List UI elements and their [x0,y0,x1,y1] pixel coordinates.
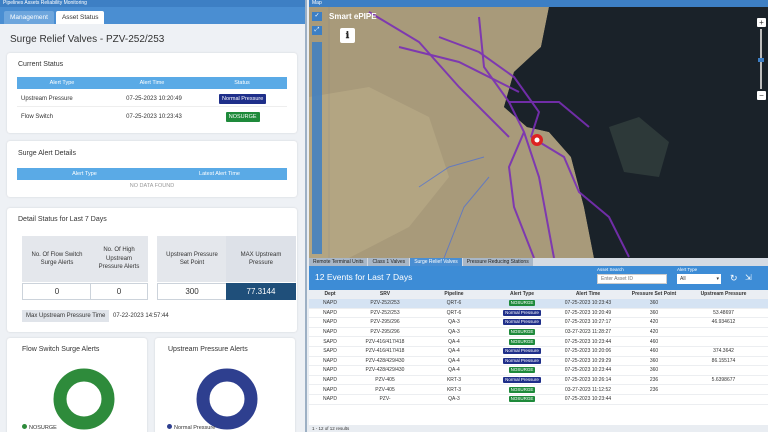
status-badge: NOSURGE [508,338,536,345]
high-pressure-alerts-value: 0 [90,283,148,300]
table-row[interactable]: NAPD PZV-428/429/430 QA-4 NOSURGE 07-25-2023… [309,366,768,376]
events-title: 12 Events for Last 7 Days [315,272,413,282]
col-alert-time: Alert Time [139,80,165,86]
alert-type-label: Alert Type [677,267,698,272]
pagination-footer: 1 - 12 of 12 results [309,425,768,432]
check-icon[interactable]: ✓ [312,12,322,21]
col-status: Status [234,80,250,86]
map-view[interactable] [309,7,768,258]
pressure-chart-card: Upstream Pressure Alerts Normal Pressure [155,338,295,432]
pressure-donut [196,368,258,430]
tab-remote-terminal-units[interactable]: Remote Terminal Units [309,258,368,266]
expand-icon[interactable]: ⤢ [312,26,322,35]
map-sidebar-toggle[interactable] [312,42,322,254]
no-data-text: NO DATA FOUND [129,183,175,189]
pressure-legend: Normal Pressure [167,424,215,431]
zoom-in-icon[interactable]: + [757,18,766,27]
status-badge: NOSURGE [508,300,536,307]
table-row[interactable]: NAPD PZV-295/296 QA-3 NOSURGE 03-27-2023 11:… [309,328,768,338]
asset-search-label: Asset Search [597,267,624,272]
events-header: 12 Events for Last 7 Days Asset Search A… [309,266,768,290]
current-status-header: Alert Type Alert Time Status [17,77,287,89]
table-row[interactable]: NAPD PZV-428/429/430 QA-4 Normal Pressure 07… [309,357,768,367]
asset-status-panel: Pipelines Assets Reliability Monitoring … [0,0,307,432]
status-badge: NOSURGE [225,112,260,122]
flow-switch-chart-title: Flow Switch Surge Alerts [22,346,100,353]
zoom-out-icon[interactable]: − [757,91,766,100]
main-tabs: Management Asset Status [0,7,305,24]
refresh-icon[interactable]: ↻ [730,273,738,283]
status-badge: Normal Pressure [503,319,541,326]
status-badge: NOSURGE [508,386,536,393]
table-row[interactable]: NAPD PZV-252/253 QRT-6 NOSURGE 07-25-2023 10… [309,299,768,309]
surge-alert-title: Surge Alert Details [18,150,76,157]
tab-class-1-valves[interactable]: Class 1 Valves [368,258,410,266]
pressure-chart-title: Upstream Pressure Alerts [168,346,248,353]
donut-slice-nosurge [53,368,115,430]
high-pressure-alerts-label: No. Of High Upstream Pressure Alerts [90,236,148,282]
flow-switch-legend: NOSURGE [22,424,57,431]
tab-pressure-reducing-stations[interactable]: Pressure Reducing Stations [462,258,533,266]
table-row[interactable]: NAPD PZV- QA-3 NOSURGE 07-25-2023 10:23:44 [309,395,768,405]
table-row[interactable]: NAPD PZV-405 KRT-3 Normal Pressure 07-25-202… [309,376,768,386]
app-title: Pipelines Assets Reliability Monitoring [0,0,305,7]
table-row: Upstream Pressure 07-25-2023 10:20:49 No… [17,91,287,107]
status-badge: NOSURGE [508,329,536,336]
tab-surge-relief-valves[interactable]: Surge Relief Valves [410,258,462,266]
tab-management[interactable]: Management [4,11,54,24]
surge-alert-header: Alert Type Latest Alert Time [17,168,287,180]
asset-type-tabs: Remote Terminal Units Class 1 Valves Sur… [309,258,768,266]
table-row[interactable]: NAPD PZV-295/296 QA-3 Normal Pressure 07-25-… [309,318,768,328]
max-pressure-label: MAX Upstream Pressure [226,236,296,282]
map-window: Map Smart ePIPE ✓ ⤢ ℹ + − [309,0,768,258]
events-table: Dept SRV Pipeline Alert Type Alert Time … [309,290,768,405]
events-table-header: Dept SRV Pipeline Alert Type Alert Time … [309,290,768,299]
detail-status-title: Detail Status for Last 7 Days [18,216,107,223]
set-point-value: 300 [157,283,227,300]
table-row: Flow Switch 07-25-2023 10:23:43 NOSURGE [17,109,287,125]
surge-alert-card: Surge Alert Details Alert Type Latest Al… [7,141,297,197]
status-badge: Normal Pressure [219,93,267,104]
map-title: Smart ePIPE [329,12,377,21]
table-row[interactable]: NAPD PZV-405 KRT-3 NOSURGE 03-27-2023 11:12:… [309,385,768,395]
status-badge: Normal Pressure [503,357,541,364]
flow-switch-chart-card: Flow Switch Surge Alerts NOSURGE [7,338,147,432]
status-badge: NOSURGE [508,396,536,403]
status-badge: Normal Pressure [503,377,541,384]
max-pressure-value: 77.3144 [226,283,296,300]
max-pressure-time-value: 07-22-2023 14:57:44 [113,313,169,319]
events-table-body: NAPD PZV-252/253 QRT-6 NOSURGE 07-25-2023 10… [309,299,768,405]
map-window-label: Map [309,0,768,7]
current-status-title: Current Status [18,61,64,68]
donut-slice-normal [196,368,258,430]
status-badge: Normal Pressure [503,348,541,355]
table-row[interactable]: SAPD PZV-416/417/418 QA-4 Normal Pressure 07… [309,347,768,357]
flow-switch-alerts-label: No. Of Flow Switch Surge Alerts [22,236,92,282]
info-icon[interactable]: ℹ [340,28,355,43]
chevron-down-icon: ▾ [716,276,719,282]
status-badge: NOSURGE [508,367,536,374]
max-pressure-time-label: Max Upstream Pressure Time [22,310,110,322]
current-status-card: Current Status Alert Type Alert Time Sta… [7,53,297,133]
status-badge: Normal Pressure [503,309,541,316]
tab-asset-status[interactable]: Asset Status [55,11,105,24]
alert-type-select[interactable]: All ▾ [677,274,721,284]
set-point-label: Upstream Pressure Set Point [157,236,227,282]
flow-switch-donut [53,368,115,430]
export-icon[interactable]: ⇲ [745,273,752,282]
zoom-slider-handle[interactable] [758,58,764,62]
flow-switch-alerts-value: 0 [22,283,92,300]
table-row[interactable]: NAPD PZV-252/253 QRT-6 Normal Pressure 07-25… [309,309,768,319]
page-title: Surge Relief Valves - PZV-252/253 [10,34,165,45]
col-alert-type: Alert Type [49,80,75,86]
asset-search-input[interactable] [597,274,667,284]
table-row[interactable]: SAPD PZV-416/417/418 QA-4 NOSURGE 07-25-2023… [309,337,768,347]
events-panel: Remote Terminal Units Class 1 Valves Sur… [309,258,768,432]
